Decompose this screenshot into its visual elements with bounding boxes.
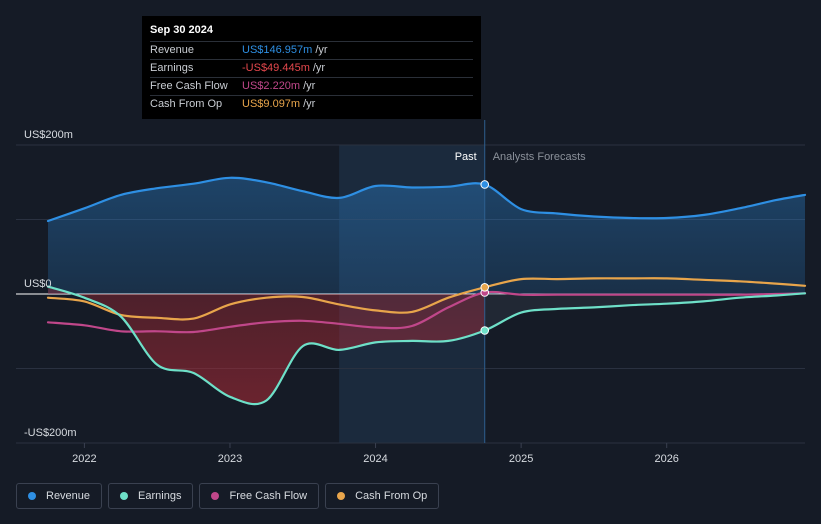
y-tick-label: US$0 bbox=[24, 278, 52, 290]
tooltip-value: US$2.220m bbox=[242, 80, 301, 92]
tooltip-label: Earnings bbox=[150, 62, 194, 74]
series-line-earnings bbox=[46, 285, 807, 406]
legend-item-cash-from-op[interactable]: Cash From Op bbox=[325, 483, 440, 509]
marker-revenue bbox=[480, 180, 490, 189]
legend-label: Cash From Op bbox=[355, 490, 428, 502]
legend-item-revenue[interactable]: Revenue bbox=[16, 483, 103, 509]
tooltip-row-revenue: Revenue US$146.957m /yr bbox=[150, 41, 473, 59]
x-tick-label: 2022 bbox=[72, 453, 96, 465]
series-line-revenue bbox=[46, 176, 807, 223]
tooltip-unit: /yr bbox=[312, 62, 326, 74]
tooltip-value: -US$49.445m bbox=[242, 62, 310, 74]
x-tick-label: 2026 bbox=[654, 453, 678, 465]
series-line-cash-from-op bbox=[46, 277, 807, 321]
tooltip-row-free-cash-flow: Free Cash Flow US$2.220m /yr bbox=[150, 77, 473, 95]
tooltip-unit: /yr bbox=[303, 80, 316, 92]
revenue-area bbox=[48, 177, 805, 294]
tooltip-value: US$9.097m bbox=[242, 98, 301, 110]
marker-earnings bbox=[480, 326, 490, 335]
forecast-region-label: Analysts Forecasts bbox=[493, 151, 586, 163]
tooltip-unit: /yr bbox=[303, 98, 316, 110]
past-region-label: Past bbox=[455, 151, 477, 163]
earnings-forecast-area bbox=[484, 293, 805, 331]
data-tooltip: Sep 30 2024 Revenue US$146.957m /yr Earn… bbox=[142, 16, 481, 119]
legend-label: Revenue bbox=[46, 490, 91, 502]
chart-legend: Revenue Earnings Free Cash Flow Cash Fro… bbox=[16, 483, 440, 509]
legend-item-free-cash-flow[interactable]: Free Cash Flow bbox=[199, 483, 320, 509]
area-fills bbox=[48, 177, 805, 405]
marker-cash-from-op bbox=[480, 282, 490, 292]
y-axis-labels: US$200m US$0 -US$200m bbox=[24, 129, 77, 439]
tooltip-label: Free Cash Flow bbox=[150, 80, 228, 92]
tooltip-row-cash-from-op: Cash From Op US$9.097m /yr bbox=[150, 95, 473, 113]
x-axis-labels: 2022 2023 2024 2025 2026 bbox=[72, 443, 679, 465]
legend-label: Free Cash Flow bbox=[229, 490, 308, 502]
tooltip-value: US$146.957m bbox=[242, 44, 313, 56]
tooltip-date: Sep 30 2024 bbox=[150, 24, 213, 36]
tooltip-label: Cash From Op bbox=[150, 98, 223, 110]
tooltip-label: Revenue bbox=[150, 44, 195, 56]
y-tick-label: -US$200m bbox=[24, 427, 77, 439]
series-lines bbox=[46, 176, 807, 406]
legend-dot-icon bbox=[120, 492, 129, 500]
series-markers bbox=[480, 180, 490, 335]
y-tick-label: US$200m bbox=[24, 129, 73, 141]
tooltip-row-earnings: Earnings -US$49.445m /yr bbox=[150, 59, 473, 77]
tooltip-unit: /yr bbox=[315, 44, 328, 56]
legend-dot-icon bbox=[28, 492, 36, 500]
legend-dot-icon bbox=[337, 492, 346, 500]
x-tick-label: 2024 bbox=[363, 453, 387, 465]
legend-item-earnings[interactable]: Earnings bbox=[108, 483, 194, 509]
series-line-free-cash-flow bbox=[46, 290, 807, 334]
x-tick-label: 2023 bbox=[218, 453, 242, 465]
legend-label: Earnings bbox=[138, 490, 182, 502]
earnings-area bbox=[48, 286, 485, 405]
x-tick-label: 2025 bbox=[509, 453, 533, 465]
legend-dot-icon bbox=[211, 492, 220, 500]
